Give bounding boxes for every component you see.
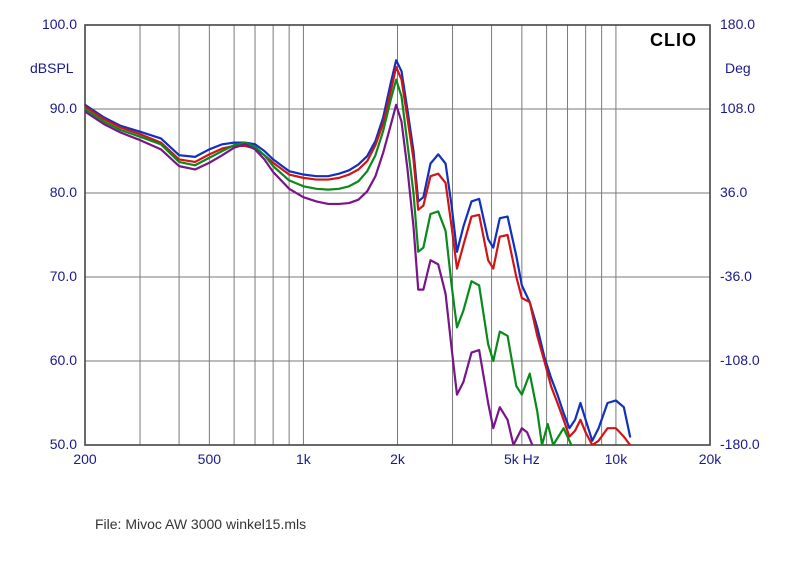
x-tick: 500 [174, 451, 244, 467]
y-right-tick: 180.0 [720, 16, 755, 32]
frequency-response-chart [0, 0, 800, 571]
y-right-axis-label: Deg [725, 60, 751, 76]
file-label: File: Mivoc AW 3000 winkel15.mls [95, 516, 306, 532]
y-left-axis-label: dBSPL [30, 60, 74, 76]
y-left-tick: 100.0 [17, 16, 77, 32]
series-green [85, 80, 571, 445]
x-tick: 20k [675, 451, 745, 467]
series-red [85, 67, 630, 445]
y-right-tick: 108.0 [720, 100, 755, 116]
x-tick: 200 [50, 451, 120, 467]
y-right-tick: 36.0 [720, 184, 747, 200]
y-right-tick: -108.0 [720, 352, 760, 368]
y-left-tick: 60.0 [17, 352, 77, 368]
y-right-tick: -180.0 [720, 436, 760, 452]
x-tick: 2k [363, 451, 433, 467]
series-blue [85, 60, 630, 441]
x-tick: 1k [268, 451, 338, 467]
x-tick: 5k Hz [487, 451, 557, 467]
y-left-tick: 90.0 [17, 100, 77, 116]
y-right-tick: -36.0 [720, 268, 752, 284]
y-left-tick: 50.0 [17, 436, 77, 452]
series-purple [85, 105, 532, 445]
brand-label: CLIO [650, 30, 697, 51]
x-tick: 10k [581, 451, 651, 467]
y-left-tick: 80.0 [17, 184, 77, 200]
y-left-tick: 70.0 [17, 268, 77, 284]
